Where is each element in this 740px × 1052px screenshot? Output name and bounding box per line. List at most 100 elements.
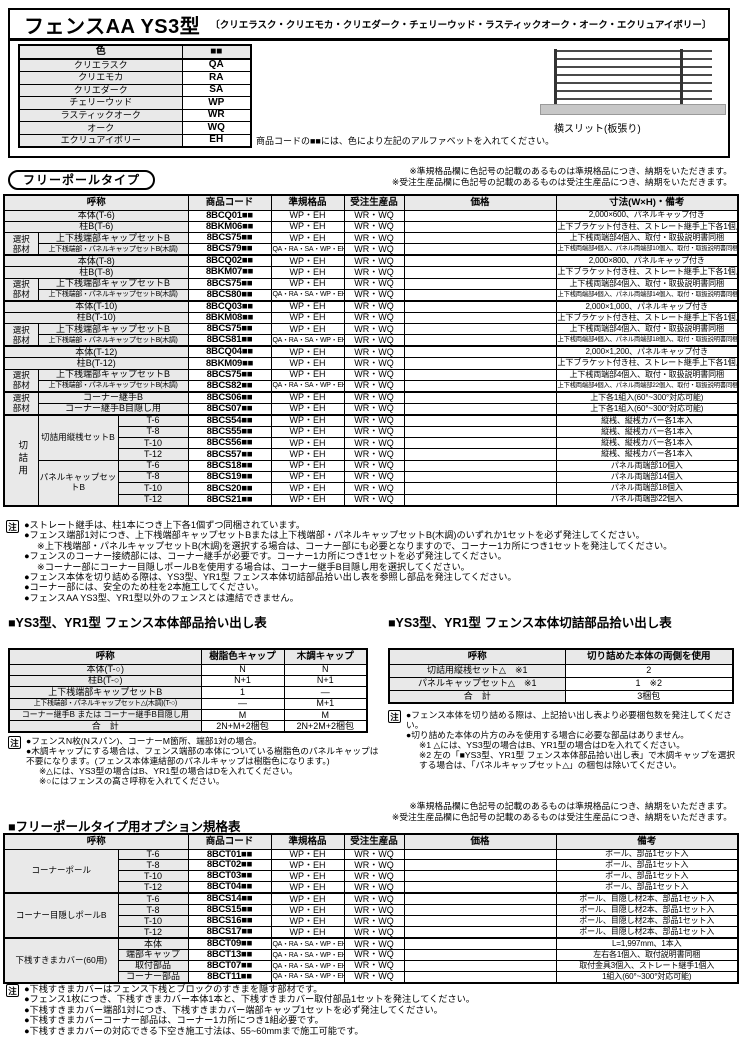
table-row: コーナー継手B または コーナー継手B目隠し用 M M xyxy=(8,709,368,722)
price-cell xyxy=(403,311,557,325)
color-code-note: 商品コードの■■には、色により左記のアルファベットを入れてください。 xyxy=(256,136,555,146)
price-cell xyxy=(403,254,557,268)
free-pole-type-badge: フリーポールタイプ xyxy=(8,170,156,190)
header-row: 呼称 商品コード 準規格品 受注生産品 価格 寸法(W×H)・備考 xyxy=(3,194,739,211)
table-row: T-8 8BCS15■■ WP・EH WR・WQ ポール、目隠し材2本、部品1セット入 xyxy=(4,904,739,917)
table-row: コーナー継手B目隠し用 8BCS07■■ WP・EH WR・WQ 上下各1組入(60°~… xyxy=(4,402,739,416)
pickup-cut-heading: ■YS3型、YR1型 フェンス本体切詰部品拾い出し表 xyxy=(388,616,672,630)
price-cell xyxy=(403,379,557,393)
options-notes: 注 ●下桟すきまカバーはフェンス下桟とブロックのすきまを隠す部材です。 ●フェン… xyxy=(6,984,734,1036)
fence-post xyxy=(680,49,683,111)
table-row: 柱B(T-6) 8BKM06■■ WP・EH WR・WQ 上下ブラケット付き柱、ストレー… xyxy=(3,220,739,234)
price-cell xyxy=(403,413,557,427)
table-row: オーク WQ xyxy=(18,121,252,136)
price-cell xyxy=(403,915,557,928)
table-row: 柱B(T-12) 8BKM09■■ WP・EH WR・WQ 上下ブラケット付き柱、ストレ… xyxy=(3,357,739,370)
note-mark: 注 xyxy=(8,736,21,749)
table-row: 本体(T-6) 8BCQ01■■ WP・EH WR・WQ 2,000×600、パネルキャ… xyxy=(3,209,739,222)
price-cell xyxy=(403,243,557,256)
price-cell xyxy=(403,357,557,370)
note-mark: 注 xyxy=(388,710,401,723)
fence-post xyxy=(554,49,557,111)
price-cell xyxy=(403,288,557,302)
price-cell xyxy=(403,459,557,473)
price-cell xyxy=(403,960,557,973)
table-row: T-12 8BCS21■■ WP・EH WR・WQ パネル両端部22個入 xyxy=(4,493,739,507)
table-row: 柱B(T-8) 8BKM07■■ WP・EH WR・WQ 上下ブラケット付き柱、ストレー… xyxy=(3,266,739,279)
price-cell xyxy=(403,892,557,906)
page-title: フェンスAA YS3型 xyxy=(24,15,201,38)
table-row: クリエラスク QA xyxy=(18,58,252,73)
price-cell xyxy=(403,471,557,484)
fence-slat xyxy=(554,74,712,76)
table-row: T-12 8BCT04■■ WP・EH WR・WQ ポール、部品1セット入 xyxy=(4,881,739,894)
note-mark: 注 xyxy=(6,984,19,997)
fence-slat xyxy=(554,50,712,52)
price-cell xyxy=(403,859,557,872)
pickup-body-heading: ■YS3型、YR1型 フェンス本体部品拾い出し表 xyxy=(8,616,267,630)
price-cell xyxy=(403,368,557,381)
table-row: チェリーウッド WP xyxy=(18,96,252,110)
col-header-color: 色 xyxy=(18,44,183,60)
select-parts-label: 選択 部材 xyxy=(3,368,39,393)
select-parts-label: 選択 部材 xyxy=(3,323,39,347)
table-row: 柱B(T-○) N+1 N+1 xyxy=(8,674,368,688)
select-parts-label: 選択 部材 xyxy=(3,390,39,416)
table-row: クリエダーク SA xyxy=(18,83,252,98)
fence-slat xyxy=(554,98,712,100)
price-cell xyxy=(403,926,557,939)
header-row: 呼称 樹脂色キャップ 木調キャップ xyxy=(8,648,368,665)
table-row: パネルキャップセットB T-6 8BCS18■■ WP・EH WR・WQ パネル両端部10… xyxy=(4,459,739,507)
table-row: 上下桟端部・パネルキャップセットB(木調) 8BCS79■■ QA・RA・SA・WP… xyxy=(4,243,739,256)
table-row: コーナー目隠しポールB T-6 8BCS14■■ WP・EH WR・WQ ポール、目隠し材… xyxy=(3,892,739,939)
price-cell xyxy=(403,949,557,962)
price-cell xyxy=(403,437,557,450)
color-code-table: 色 ■■ クリエラスク QA クリエモカ RA クリエダーク SA チェリーウッド WP… xyxy=(18,44,252,149)
table-row: 本体(T-8) 8BCQ02■■ WP・EH WR・WQ 2,000×800、パネルキャ… xyxy=(3,254,739,268)
table-row: コーナーポール T-6 8BCT01■■ WP・EH WR・WQ ポール、部品1セット入 xyxy=(3,848,739,894)
price-cell xyxy=(403,971,557,984)
pickup-body-table: 呼称 樹脂色キャップ 木調キャップ 本体(T-○) N N 柱B(T-○) N+1 N+1 … xyxy=(8,648,368,734)
options-heading: ■フリーポールタイプ用オプション規格表 xyxy=(8,820,241,834)
stock-notices: ※準規格品欄に色記号の記載のあるものは準規格品につき、納期をいただきます。 ※受… xyxy=(391,166,732,187)
table-row: 選択 部材 上下桟端部キャップセットB 8BCS75■■ WP・EH WR・WQ 上下桟両端… xyxy=(3,232,739,256)
fence-slat xyxy=(554,82,712,84)
fence-slat xyxy=(554,58,712,60)
fence-diagram: 横スリット(板張り) xyxy=(540,46,730,136)
table-row: 選択 部材 コーナー継手B 8BCS06■■ WP・EH WR・WQ 上下各1組入(60°~… xyxy=(3,390,739,416)
select-parts-label: 選択 部材 xyxy=(3,232,39,256)
price-cell xyxy=(403,402,557,416)
table-row: 柱B(T-10) 8BKM08■■ WP・EH WR・WQ 上下ブラケット付き柱、ストレ… xyxy=(3,311,739,325)
note-mark: 注 xyxy=(6,520,19,533)
free-pole-notes: 注 ●ストレート継手は、柱1本につき上下各1個ずつ同梱されています。 ●フェンス… xyxy=(6,520,734,603)
header-row: 呼称 商品コード 準規格品 受注生産品 価格 備考 xyxy=(3,833,739,850)
table-row: 上下桟端部・パネルキャップセットB(木調) 8BCS80■■ QA・RA・SA・WP… xyxy=(4,288,739,302)
table-row: 本体(T-○) N N xyxy=(8,663,368,676)
table-row: T-12 8BCS17■■ WP・EH WR・WQ ポール、目隠し材2本、部品1セット入 xyxy=(4,926,739,939)
fence-slat xyxy=(554,66,712,68)
pickup-cut-notes: 注 ●フェンス本体を切り詰める際は、上記拾い出し表より必要梱包数を発注してくださ… xyxy=(388,710,736,770)
cut-use-label: 切詰用 xyxy=(3,413,39,507)
price-cell xyxy=(403,937,557,951)
table-row: 選択 部材 上下桟端部キャップセットB 8BCS75■■ WP・EH WR・WQ 上下桟両端… xyxy=(3,368,739,393)
price-cell xyxy=(403,482,557,495)
price-cell xyxy=(403,266,557,279)
table-row: クリエモカ RA xyxy=(18,71,252,85)
table-row: 上下桟端部・パネルキャップセットB(木調) 8BCS82■■ QA・RA・SA・WP… xyxy=(4,379,739,393)
table-row: 下桟すきまカバー(60用) 本体 8BCT09■■ QA・RA・SA・WP・EH WR・… xyxy=(3,937,739,984)
price-cell xyxy=(403,345,557,359)
table-row: T-8 8BCS19■■ WP・EH WR・WQ パネル両端部14個入 xyxy=(4,471,739,484)
table-row: コーナー部品 8BCT11■■ QA・RA・SA・WP・EH WR・WQ 1組入(60°… xyxy=(4,971,739,984)
table-row: エクリュアイボリー EH xyxy=(18,134,252,148)
title-band: フェンスAA YS3型 〔クリエラスク・クリエモカ・クリエダーク・チェリーウッド… xyxy=(10,10,728,41)
table-row: ラスティックオーク WR xyxy=(18,108,252,123)
header-box: フェンスAA YS3型 〔クリエラスク・クリエモカ・クリエダーク・チェリーウッド… xyxy=(8,8,730,158)
table-row: パネルキャップセット△ ※1 1 ※2 xyxy=(388,676,734,691)
price-cell xyxy=(403,232,557,245)
price-cell xyxy=(403,904,557,917)
select-parts-label: 選択 部材 xyxy=(3,277,39,302)
free-pole-table: 呼称 商品コード 準規格品 受注生産品 価格 寸法(W×H)・備考 本体(T-6… xyxy=(3,194,740,507)
diagram-caption: 横スリット(板張り) xyxy=(554,124,641,135)
price-cell xyxy=(403,448,557,461)
price-cell xyxy=(403,848,557,861)
